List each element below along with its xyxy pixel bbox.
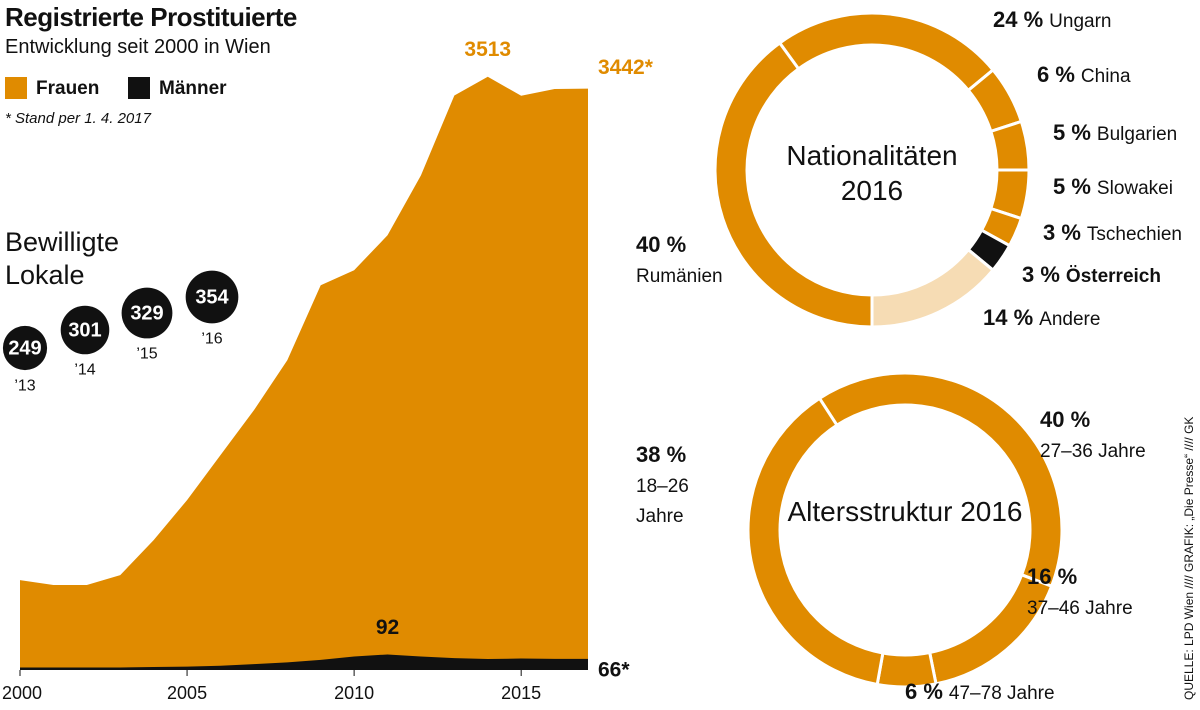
donut-label: 5 % Bulgarien xyxy=(1053,119,1177,150)
percent: 3 % xyxy=(1022,262,1060,287)
donut-segment xyxy=(817,371,1064,589)
percent: 5 % xyxy=(1053,174,1091,199)
donut-label: 14 % Andere xyxy=(983,304,1100,335)
category: China xyxy=(1080,66,1131,87)
category: Tschechien xyxy=(1086,224,1182,245)
data-label: 66* xyxy=(598,658,630,681)
category: Bulgarien xyxy=(1096,124,1178,145)
bubble xyxy=(185,270,239,324)
donut-label: 5 % Slowakei xyxy=(1053,173,1173,204)
area xyxy=(20,76,588,670)
category: 37–46 Jahre xyxy=(1027,598,1133,619)
bubble-value: 301 xyxy=(68,319,101,341)
bubble-value: 329 xyxy=(130,302,163,324)
bubble-label: ’16 xyxy=(201,331,222,348)
x-tick-label: 2000 xyxy=(2,683,42,703)
donut-segment xyxy=(988,119,1031,172)
category: 47–78 Jahre xyxy=(948,683,1055,704)
bubble-value: 354 xyxy=(195,286,229,308)
percent: 38 % xyxy=(636,442,687,467)
donut-title: Altersstruktur 2016 xyxy=(787,496,1023,527)
category: Rumänien xyxy=(636,266,723,287)
x-tick-label: 2005 xyxy=(167,683,207,703)
donut-title: Nationalitäten 2016 xyxy=(786,140,958,206)
data-label: 3513 xyxy=(464,38,511,61)
legend-label: Männer xyxy=(159,78,227,99)
percent: 5 % xyxy=(1053,120,1091,145)
source: QUELLE: LPD Wien //// GRAFIK: „Die Press… xyxy=(1182,416,1196,700)
legend-swatch xyxy=(128,77,150,99)
bubble xyxy=(121,287,173,339)
data-label: 3442* xyxy=(598,56,654,79)
donut-segment xyxy=(870,247,996,329)
donut-segment xyxy=(746,396,885,687)
bubble-value: 249 xyxy=(8,337,41,359)
subtitle: Entwicklung seit 2000 in Wien xyxy=(5,36,271,58)
x-tick-label: 2015 xyxy=(501,683,541,703)
donut-label: 3 % Österreich xyxy=(1022,261,1161,292)
percent: 40 % xyxy=(636,232,687,257)
donut-segment xyxy=(777,11,996,93)
category: Andere xyxy=(1039,309,1101,330)
donut-label: 16 % 37–46 Jahre xyxy=(1027,563,1133,624)
legend-label: Frauen xyxy=(36,78,99,99)
bubble-label: ’13 xyxy=(14,377,35,394)
area xyxy=(20,654,588,670)
donut-label: 24 % Ungarn xyxy=(993,6,1111,37)
donut-label: 3 % Tschechien xyxy=(1043,219,1182,250)
x-tick-label: 2010 xyxy=(334,683,374,703)
bubble xyxy=(60,305,110,355)
percent: 16 % xyxy=(1027,564,1078,589)
bubble xyxy=(2,325,48,371)
percent: 40 % xyxy=(1040,407,1091,432)
data-label: 92 xyxy=(376,616,399,639)
category: 27–36 Jahre xyxy=(1040,441,1146,462)
bubble-label: ’15 xyxy=(136,346,157,363)
note: * Stand per 1. 4. 2017 xyxy=(5,110,151,127)
category: Österreich xyxy=(1065,266,1161,287)
donut-label: 40 % 27–36 Jahre xyxy=(1040,406,1146,467)
bubble-title: Bewilligte Lokale xyxy=(5,227,120,290)
donut-label: 38 % 18–26 Jahre xyxy=(636,441,706,532)
percent: 6 % xyxy=(905,679,943,704)
donut-label: 6 % 47–78 Jahre xyxy=(905,678,1055,709)
category: Slowakei xyxy=(1096,178,1173,199)
percent: 24 % xyxy=(993,7,1044,32)
chart-title: Registrierte Prostituierte xyxy=(5,2,297,32)
legend-swatch xyxy=(5,77,27,99)
donut-label: 6 % China xyxy=(1037,61,1131,92)
category: Ungarn xyxy=(1049,11,1112,32)
category: 18–26 Jahre xyxy=(636,476,689,527)
percent: 14 % xyxy=(983,305,1034,330)
donut-label: 40 % Rumänien xyxy=(636,231,723,292)
bubble-label: ’14 xyxy=(74,362,95,379)
percent: 6 % xyxy=(1037,62,1075,87)
percent: 3 % xyxy=(1043,220,1081,245)
donut-segment xyxy=(713,40,874,329)
